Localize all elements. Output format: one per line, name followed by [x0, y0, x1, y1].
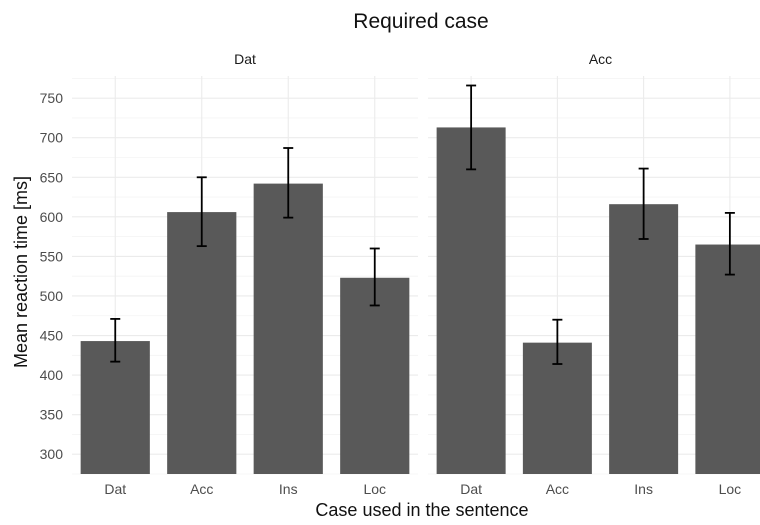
x-tick-label: Loc [719, 481, 742, 497]
y-tick-label: 750 [40, 90, 64, 106]
panel-dat: Dat Dat Acc Ins Loc [72, 51, 418, 497]
facet-strip-label: Acc [589, 51, 612, 67]
x-tick-label: Dat [104, 481, 126, 497]
x-tick-label: Ins [634, 481, 653, 497]
y-tick-label: 350 [40, 407, 64, 423]
chart-title: Required case [353, 10, 488, 33]
x-tick-label: Dat [460, 481, 482, 497]
y-tick-label: 650 [40, 169, 64, 185]
x-tick-label: Loc [363, 481, 386, 497]
y-tick-label: 550 [40, 248, 64, 264]
bar [167, 212, 237, 474]
x-tick-label: Ins [279, 481, 298, 497]
bar [436, 127, 506, 475]
y-tick-label: 300 [40, 446, 64, 462]
y-tick-label: 450 [40, 328, 64, 344]
panel-acc: Acc Dat Acc Ins Loc [428, 51, 760, 497]
y-tick-label: 600 [40, 209, 64, 225]
bar [80, 341, 150, 474]
y-tick-label: 700 [40, 130, 64, 146]
panels: 300 350 400 450 500 550 600 650 700 750 Dat Dat Acc I… [40, 51, 760, 497]
x-axis-label: Case used in the sentence [315, 500, 528, 520]
bar [253, 183, 323, 474]
x-tick-label: Acc [546, 481, 569, 497]
y-tick-label: 400 [40, 367, 64, 383]
y-axis-label: Mean reaction time [ms] [11, 176, 31, 368]
x-tick-label: Acc [190, 481, 213, 497]
facet-strip-label: Dat [234, 51, 256, 67]
bar [609, 204, 679, 474]
y-tick-label: 500 [40, 288, 64, 304]
bar [695, 244, 760, 474]
bar [340, 277, 410, 474]
